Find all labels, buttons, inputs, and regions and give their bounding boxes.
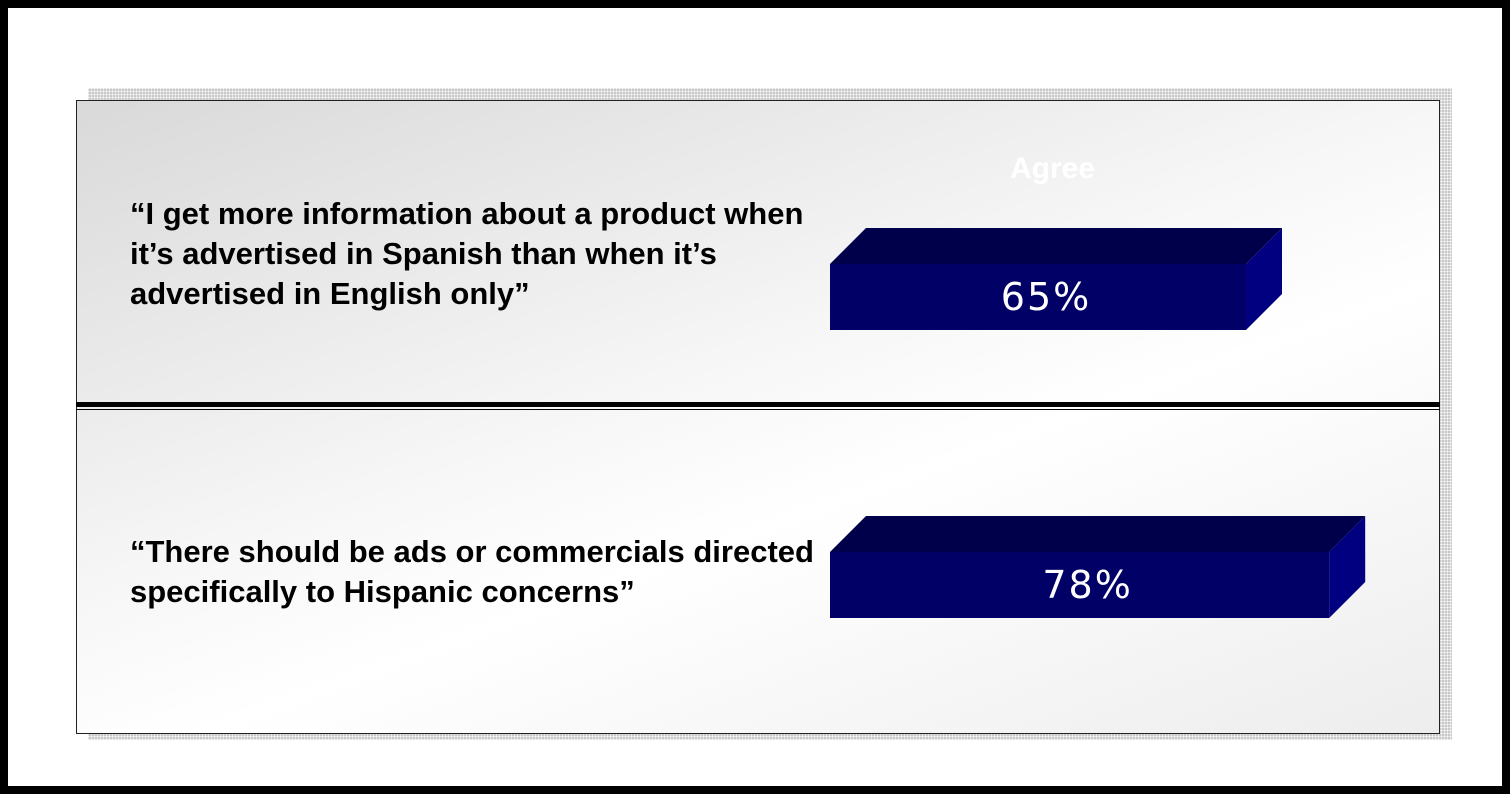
bar-top-face [830,228,1282,264]
bar-value-label: 78% [1042,563,1132,607]
statement-2: “There should be ads or commercials dire… [130,534,814,609]
bar-side-face [1246,228,1282,330]
series-header: Agree [1010,152,1096,185]
bar-front-face [830,264,1246,330]
statement-1: “I get more information about a product … [130,196,804,311]
bar-front-face [830,552,1330,618]
bar-value-label: 65% [1001,275,1091,319]
bar-1: 65% [830,228,1282,330]
bar-top-face [830,516,1366,552]
bar-2: 78% [830,516,1366,618]
chart-panel [76,100,1440,734]
bar-side-face [1329,516,1366,618]
row-divider [76,402,1440,411]
